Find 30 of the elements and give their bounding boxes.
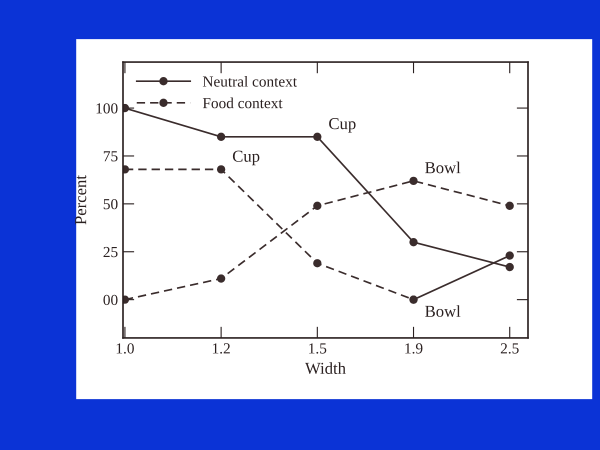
x-tick-label: 1.9 [405,343,422,354]
point [313,132,322,141]
x-tick-label: 2.5 [500,343,519,354]
annotation: Cup [329,118,356,133]
legend-label: Food context [202,98,283,108]
x-tick-label: 1.0 [116,343,134,354]
x-axis-title: Width [305,362,346,374]
point [313,202,322,210]
y-tick-label: 50 [104,198,118,210]
x-tick-label: 1.2 [212,343,230,354]
annotation: Cup [232,150,260,166]
point [216,132,226,141]
point [506,202,514,210]
point [216,274,226,283]
legend-label: Neutral context [202,76,297,87]
point [313,259,322,268]
y-tick-label: 100 [96,103,118,114]
annotation: Bowl [425,162,460,174]
x-tick-label: 1.5 [309,343,326,354]
point [409,176,418,186]
point [216,165,226,174]
point [506,262,514,272]
point [506,251,514,260]
y-tick-label: 25 [104,246,118,258]
y-tick-label: 75 [104,151,118,162]
y-tick-label: 00 [103,294,118,306]
point [409,295,418,304]
y-axis-title: Percent [75,175,86,225]
point [409,238,418,246]
annotation: Bowl [425,305,460,317]
